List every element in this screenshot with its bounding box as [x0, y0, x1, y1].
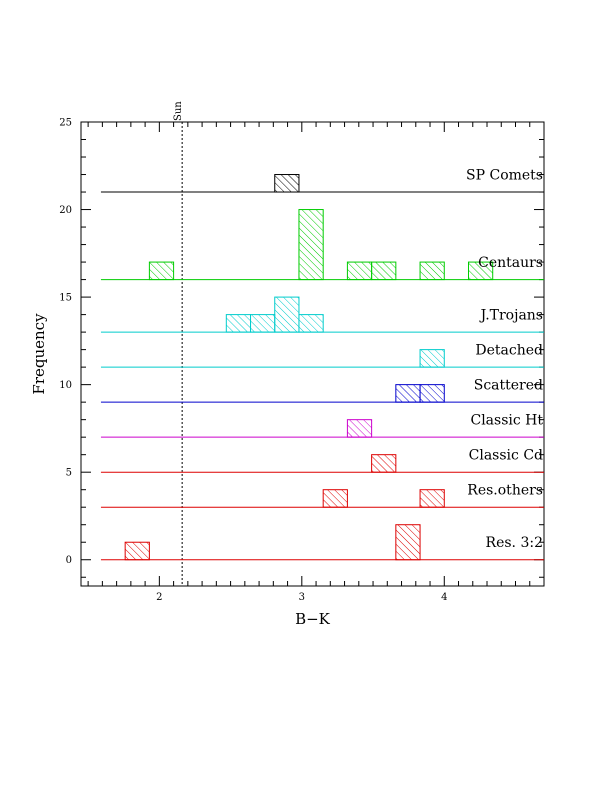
histogram-bar	[322, 489, 348, 508]
histogram-bar	[419, 261, 445, 281]
plot-frame	[80, 121, 545, 587]
histogram-bar	[225, 314, 252, 333]
histogram-bar	[419, 384, 445, 403]
y-axis-title: Frequency	[30, 313, 48, 395]
histogram-bar	[371, 261, 397, 281]
x-tick-label: 2	[156, 592, 162, 603]
x-tick-label: 4	[441, 592, 447, 603]
histogram-bar	[419, 489, 445, 508]
y-tick-label: 10	[59, 380, 72, 391]
y-tick-label: 25	[59, 118, 72, 129]
series-label: Classic Ht	[470, 413, 543, 429]
series-label: Detached	[475, 343, 543, 359]
series-label: Classic Cd	[469, 448, 543, 464]
histogram-bar	[274, 174, 300, 193]
series-label: Res. 3:2	[486, 535, 543, 551]
x-axis-title: B−K	[295, 610, 331, 628]
sun-reference-label: Sun	[173, 101, 184, 121]
series-label: Centaurs	[478, 255, 543, 271]
histogram-bar	[124, 541, 150, 561]
series-label: J.Trojans	[479, 308, 543, 324]
histogram-bar	[371, 454, 397, 473]
histogram-bar	[395, 384, 421, 403]
series-label: SP Comets	[466, 168, 543, 184]
series-label: Res.others	[467, 483, 543, 499]
histogram-bar	[148, 261, 175, 281]
y-tick-label: 5	[66, 468, 72, 479]
y-tick-label: 15	[59, 293, 72, 304]
series-label: Scattered	[474, 378, 543, 394]
y-tick-label: 20	[59, 205, 72, 216]
histogram-bar	[274, 296, 300, 333]
histogram-bar	[395, 524, 421, 561]
y-tick-label: 0	[66, 555, 72, 566]
x-tick-label: 3	[299, 592, 305, 603]
plot-area: 2 3 4 0 5 10 15 20 25 Sun SP Comets Centaurs J.Troja…	[59, 101, 545, 603]
histogram-bar	[346, 419, 373, 438]
histogram-bar	[298, 314, 324, 333]
histogram-bar	[346, 261, 373, 281]
histogram-bar	[419, 349, 445, 368]
histogram-bar	[467, 261, 494, 281]
histogram-bar	[298, 209, 324, 281]
histogram-bar	[250, 314, 276, 333]
